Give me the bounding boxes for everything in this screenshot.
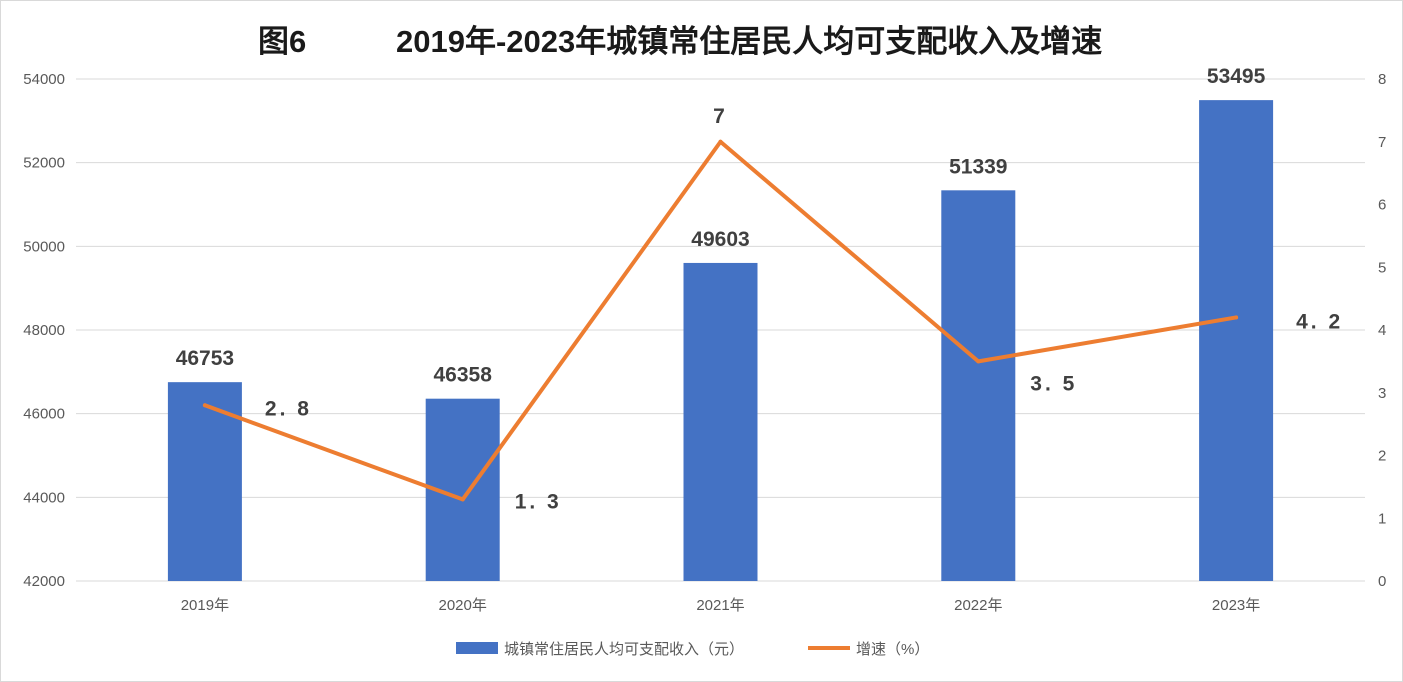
legend-item-income: 城镇常住居民人均可支配收入（元） — [456, 636, 744, 660]
figure-number: 图6 — [258, 24, 307, 59]
x-tick-label: 2020年 — [439, 597, 487, 614]
growth-point — [202, 403, 207, 408]
legend-bar-swatch — [456, 642, 498, 654]
y-right-tick-label: 4 — [1378, 322, 1386, 339]
y-right-tick-label: 7 — [1378, 134, 1386, 151]
income-bar — [167, 382, 242, 581]
y-right-tick-label: 5 — [1378, 259, 1386, 276]
growth-point — [976, 359, 981, 364]
y-right-tick-label: 0 — [1378, 573, 1386, 590]
y-left-tick-label: 44000 — [23, 489, 65, 506]
legend-line-swatch — [808, 646, 850, 650]
income-bar — [941, 190, 1016, 582]
y-left-tick-label: 42000 — [23, 573, 65, 590]
y-right-tick-label: 6 — [1378, 197, 1386, 214]
y-right-tick-label: 1 — [1378, 510, 1386, 527]
income-bar-label: 51339 — [949, 155, 1007, 178]
y-left-tick-label: 46000 — [23, 406, 65, 423]
x-tick-label: 2021年 — [696, 597, 744, 614]
y-right-tick-label: 8 — [1378, 71, 1386, 88]
income-bar — [1199, 100, 1274, 582]
chart-title: 图6 2019年-2023年城镇常住居民人均可支配收入及增速 — [0, 16, 1403, 60]
y-right-tick-label: 2 — [1378, 448, 1386, 465]
growth-point — [460, 497, 465, 502]
chart-title-text: 2019年-2023年城镇常住居民人均可支配收入及增速 — [396, 24, 1103, 59]
income-bar-label: 46753 — [176, 347, 234, 370]
growth-data-label: 2. 8 — [265, 397, 312, 420]
y-left-tick-label: 50000 — [23, 238, 65, 255]
x-tick-label: 2022年 — [954, 597, 1002, 614]
y-left-tick-label: 54000 — [23, 71, 65, 88]
y-right-tick-label: 3 — [1378, 385, 1386, 402]
chart-canvas: 42000 44000 46000 48000 50000 52000 54000 0 1 2 3 4… — [23, 65, 1386, 614]
growth-data-label: 1. 3 — [515, 490, 562, 513]
growth-data-label: 4. 2 — [1296, 310, 1343, 333]
y-left-tick-label: 48000 — [23, 322, 65, 339]
y-left-tick-label: 52000 — [23, 155, 65, 172]
growth-point — [718, 139, 723, 144]
x-tick-label: 2023年 — [1212, 597, 1260, 614]
x-tick-label: 2019年 — [181, 597, 229, 614]
legend-item-growth: 增速（%） — [808, 636, 929, 660]
income-bar-label: 53495 — [1207, 65, 1266, 88]
growth-data-label: 3. 5 — [1030, 372, 1077, 395]
legend: 城镇常住居民人均可支配收入（元） 增速（%） — [0, 636, 1403, 660]
legend-growth-label: 增速（%） — [856, 640, 930, 658]
growth-data-label: 7 — [713, 105, 728, 128]
income-bar-label: 46358 — [433, 364, 492, 387]
growth-point — [1234, 315, 1239, 320]
legend-income-label: 城镇常住居民人均可支配收入（元） — [504, 640, 745, 658]
income-bar-label: 49603 — [691, 228, 749, 251]
income-bar — [683, 262, 758, 581]
